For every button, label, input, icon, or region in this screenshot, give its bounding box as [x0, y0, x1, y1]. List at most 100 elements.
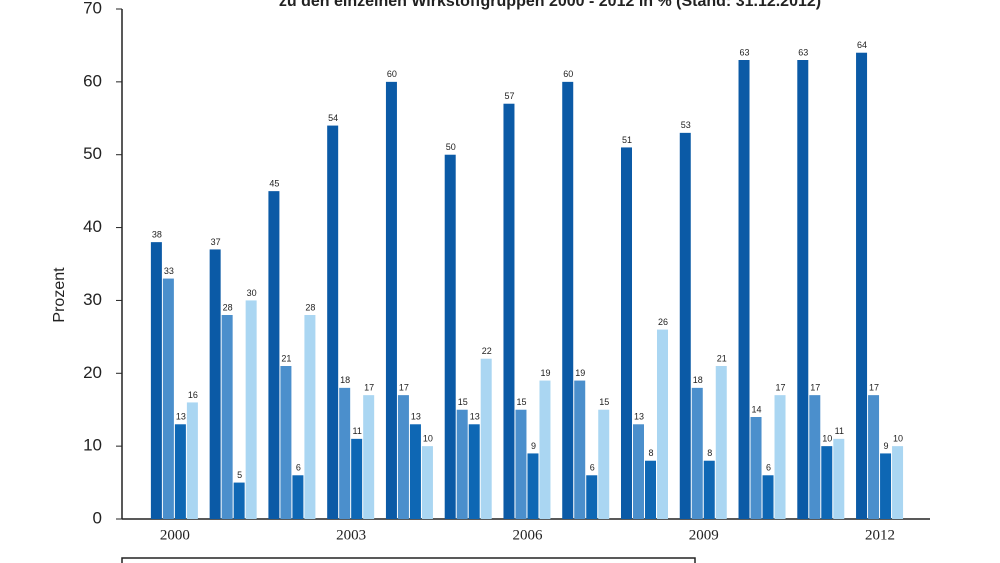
bar [150, 242, 162, 519]
value-label: 8 [707, 448, 712, 458]
bar [821, 446, 833, 519]
bar [480, 358, 492, 519]
value-label: 28 [223, 302, 233, 312]
bar [515, 409, 527, 519]
legend-frame [121, 557, 696, 563]
value-label: 53 [681, 120, 691, 130]
value-label: 6 [766, 463, 771, 473]
y-tick-label: 70 [83, 0, 102, 17]
bar [456, 409, 468, 519]
value-label: 13 [411, 412, 421, 422]
bar [644, 460, 656, 519]
bar [385, 81, 397, 519]
value-label: 21 [717, 353, 727, 363]
value-label: 17 [810, 383, 820, 393]
value-label: 6 [590, 463, 595, 473]
value-label: 15 [599, 397, 609, 407]
value-label: 60 [387, 69, 397, 79]
value-label: 57 [504, 91, 514, 101]
bar [880, 453, 892, 519]
value-label: 9 [884, 441, 889, 451]
bar [351, 438, 363, 519]
bar [774, 395, 786, 519]
value-label: 63 [740, 47, 750, 57]
bar [186, 402, 198, 519]
value-label: 17 [364, 383, 374, 393]
y-tick-label: 50 [83, 144, 102, 163]
value-label: 11 [835, 426, 844, 436]
value-label: 19 [540, 368, 550, 378]
bar [703, 460, 715, 519]
bar [738, 60, 750, 519]
x-tick-label: 2003 [336, 527, 366, 543]
value-label: 18 [340, 375, 350, 385]
bar [444, 154, 456, 519]
x-tick-label: 2012 [865, 527, 895, 543]
value-label: 10 [423, 434, 433, 444]
bar [562, 81, 574, 519]
y-tick-label: 30 [83, 290, 102, 309]
bar [691, 387, 703, 519]
bar [221, 315, 233, 519]
bar [656, 329, 668, 519]
y-axis-label: Prozent [51, 267, 68, 323]
value-label: 17 [776, 383, 786, 393]
value-label: 13 [634, 412, 644, 422]
bar [679, 132, 691, 519]
value-label: 54 [328, 113, 338, 123]
value-label: 45 [269, 179, 279, 189]
bar [409, 424, 421, 519]
value-label: 14 [752, 404, 762, 414]
bar [762, 475, 774, 519]
y-tick-label: 20 [83, 363, 102, 382]
bar [468, 424, 480, 519]
value-label: 13 [470, 412, 480, 422]
bar [162, 278, 174, 519]
bar [268, 191, 280, 519]
value-label: 19 [575, 368, 585, 378]
bar [539, 380, 551, 519]
value-label: 16 [188, 390, 198, 400]
y-tick-label: 40 [83, 217, 102, 236]
bar [833, 438, 845, 519]
value-label: 38 [152, 230, 162, 240]
value-label: 51 [622, 135, 632, 145]
bar [503, 103, 515, 519]
value-label: 18 [693, 375, 703, 385]
bar [280, 366, 292, 519]
bar [292, 475, 304, 519]
bar [809, 395, 821, 519]
value-label: 17 [869, 383, 879, 393]
bar [574, 380, 586, 519]
y-tick-label: 60 [83, 71, 102, 90]
bar [209, 249, 221, 519]
x-tick-label: 2006 [512, 527, 543, 543]
value-label: 28 [305, 302, 315, 312]
x-tick-label: 2009 [689, 527, 719, 543]
y-tick-label: 0 [93, 508, 102, 527]
value-label: 60 [563, 69, 573, 79]
bar [327, 125, 339, 520]
value-label: 15 [458, 397, 468, 407]
value-label: 22 [482, 346, 492, 356]
bar [233, 482, 245, 519]
value-label: 9 [531, 441, 536, 451]
value-label: 63 [798, 47, 808, 57]
bar [397, 395, 409, 519]
value-label: 11 [353, 426, 362, 436]
value-label: 64 [857, 40, 867, 50]
value-label: 15 [516, 397, 526, 407]
y-tick-label: 10 [83, 436, 102, 455]
chart-title: zu den einzelnen Wirkstoffgruppen 2000 -… [279, 0, 821, 10]
value-label: 37 [211, 237, 221, 247]
bar [304, 315, 316, 519]
bar [715, 366, 727, 519]
x-tick-label: 2000 [160, 527, 190, 543]
bar [892, 446, 904, 519]
bar [421, 446, 433, 519]
value-label: 21 [281, 353, 291, 363]
value-label: 17 [399, 383, 409, 393]
value-label: 10 [822, 434, 832, 444]
bar [632, 424, 644, 519]
bar [868, 395, 880, 519]
